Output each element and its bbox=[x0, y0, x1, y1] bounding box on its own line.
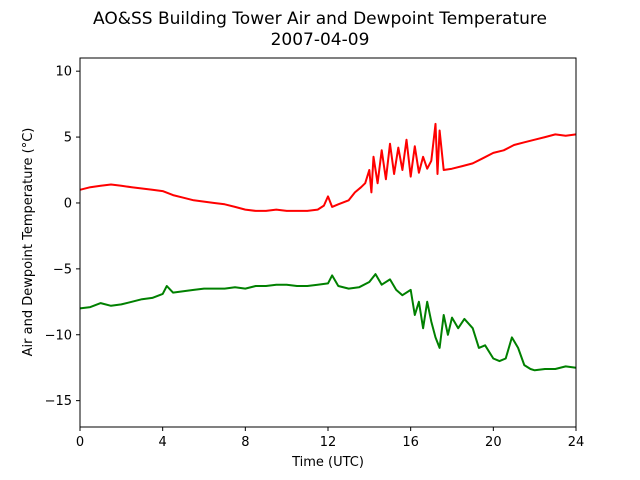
chart-title: AO&SS Building Tower Air and Dewpoint Te… bbox=[93, 9, 547, 29]
y-tick-label: −5 bbox=[53, 262, 72, 277]
x-tick-label: 24 bbox=[568, 435, 585, 450]
x-tick-label: 12 bbox=[320, 435, 337, 450]
title-block: AO&SS Building Tower Air and Dewpoint Te… bbox=[93, 9, 547, 50]
x-tick-label: 8 bbox=[241, 435, 249, 450]
x-tick-label: 20 bbox=[485, 435, 502, 450]
chart-subtitle: 2007-04-09 bbox=[271, 30, 370, 50]
x-tick-label: 4 bbox=[159, 435, 167, 450]
x-tick-label: 16 bbox=[402, 435, 419, 450]
y-tick-label: −15 bbox=[45, 394, 72, 409]
dewpoint-temperature-line bbox=[79, 273, 577, 372]
axes-frame bbox=[79, 57, 577, 428]
series-layer bbox=[79, 122, 577, 372]
x-axis-label: Time (UTC) bbox=[291, 455, 364, 470]
y-axis: −15 −10 −5 0 5 10 bbox=[45, 65, 80, 409]
x-tick-label: 0 bbox=[76, 435, 84, 450]
air-temperature-line bbox=[79, 122, 577, 212]
y-tick-label: 5 bbox=[64, 131, 72, 146]
x-axis: 0 4 8 12 16 20 24 bbox=[76, 427, 584, 450]
y-tick-label: 0 bbox=[64, 196, 72, 211]
y-tick-label: −10 bbox=[45, 328, 72, 343]
y-tick-label: 10 bbox=[55, 65, 72, 80]
y-axis-label: Air and Dewpoint Temperature (°C) bbox=[21, 128, 36, 357]
